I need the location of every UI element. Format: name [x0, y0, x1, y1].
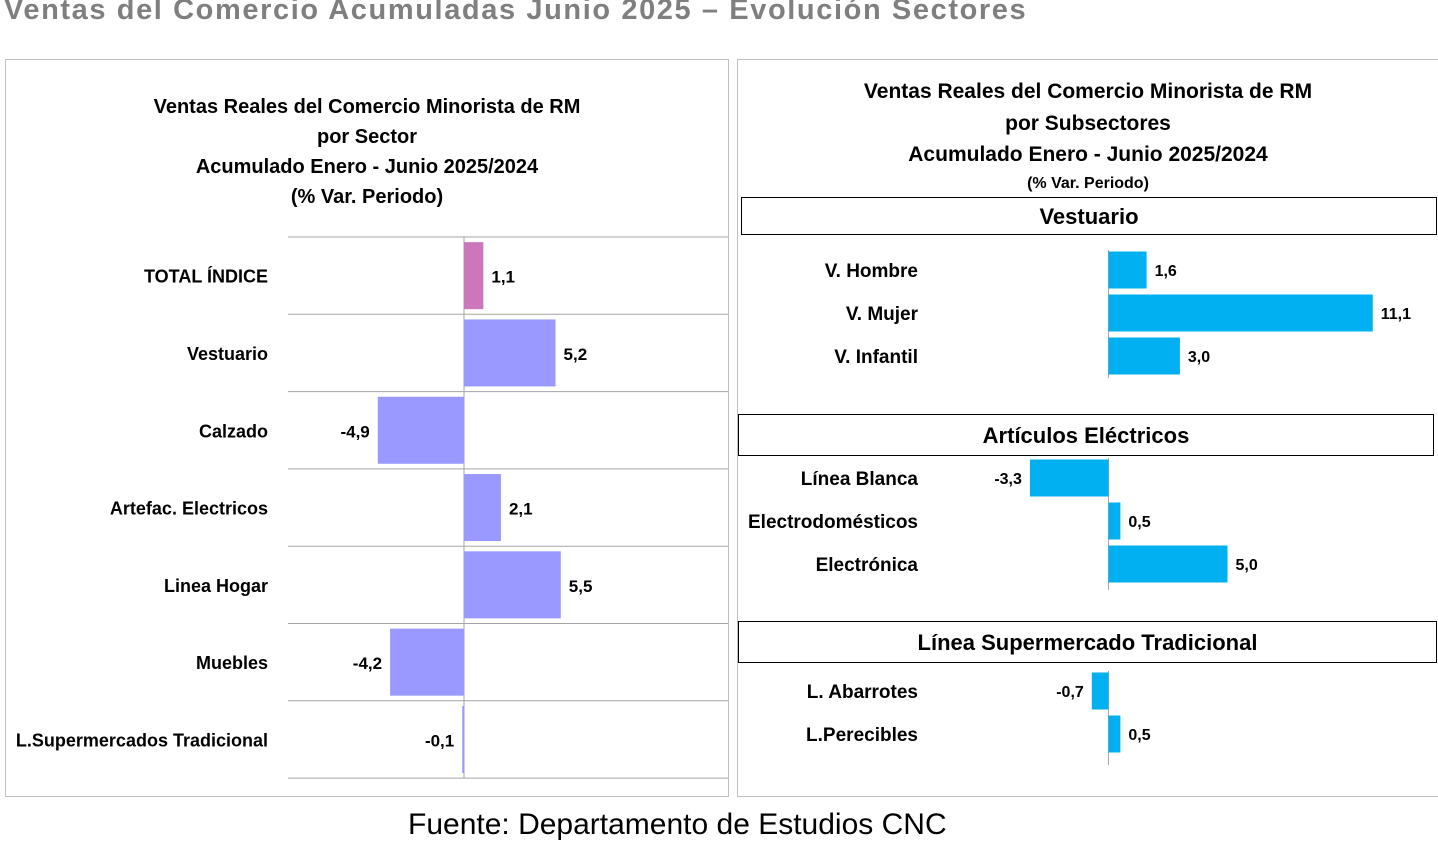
section-header-linea-supermercado: Línea Supermercado Tradicional	[738, 621, 1437, 663]
data-label: -0,7	[1056, 684, 1084, 701]
bar	[390, 628, 464, 696]
bar	[462, 705, 464, 773]
sector-chart-title: Ventas Reales del Comercio Minorista de …	[6, 92, 728, 212]
data-label: -4,2	[353, 654, 382, 673]
source-note: Fuente: Departamento de Estudios CNC	[408, 808, 947, 841]
subsector-chart-panel: Ventas Reales del Comercio Minorista de …	[737, 59, 1438, 797]
bar	[464, 319, 556, 387]
bar	[1108, 294, 1373, 332]
data-label: 5,5	[569, 577, 593, 596]
data-label: 0,5	[1128, 727, 1150, 744]
sector-chart-title-line: (% Var. Periodo)	[290, 186, 444, 208]
data-label: 1,6	[1155, 263, 1177, 280]
data-label: 1,1	[491, 268, 515, 287]
data-label: -4,9	[340, 422, 369, 441]
bar	[464, 242, 484, 310]
category-label: Artefac. Electricos	[110, 499, 268, 519]
data-label: 11,1	[1381, 306, 1411, 323]
category-label: L.Perecibles	[806, 725, 918, 746]
bar	[1108, 337, 1180, 375]
category-label: V. Hombre	[825, 261, 918, 282]
subsector-chart-title-line: por Subsectores	[1005, 111, 1171, 135]
bar	[1108, 502, 1121, 540]
category-label: Calzado	[199, 421, 268, 441]
sector-bar-chart: TOTAL ÍNDICE 1,1 Vestuario 5,2 Calzado -4,9 Ar…	[16, 236, 728, 779]
subsector-chart-title: Ventas Reales del Comercio Minorista de …	[738, 76, 1438, 197]
category-label: V. Mujer	[846, 304, 919, 325]
sector-chart-title-line: Ventas Reales del Comercio Minorista de …	[153, 96, 581, 118]
subsector-chart-title-line: Ventas Reales del Comercio Minorista de …	[863, 80, 1313, 103]
category-label: Línea Blanca	[801, 469, 919, 490]
data-label: 5,0	[1236, 557, 1258, 574]
data-label: -0,1	[425, 731, 454, 750]
bar	[1108, 545, 1228, 583]
category-label: Linea Hogar	[164, 576, 268, 596]
bar	[377, 396, 464, 464]
bar	[1029, 459, 1109, 497]
data-label: 0,5	[1128, 514, 1150, 531]
page-title: Ventas del Comercio Acumuladas Junio 202…	[4, 0, 1028, 26]
sector-chart-title-line: por Sector	[316, 126, 418, 148]
category-label: Electrodomésticos	[748, 512, 918, 533]
data-label: -3,3	[994, 471, 1022, 488]
bar	[1108, 715, 1121, 753]
bar	[464, 474, 501, 542]
bar	[1091, 672, 1109, 710]
category-label: Muebles	[196, 653, 268, 673]
category-label: Electrónica	[816, 555, 919, 576]
category-label: Vestuario	[187, 344, 268, 364]
category-label: L. Abarrotes	[807, 682, 918, 703]
bar	[464, 551, 561, 619]
data-label: 2,1	[509, 500, 533, 519]
section-header-articulos-electricos: Artículos Eléctricos	[738, 414, 1434, 456]
category-label: L.Supermercados Tradicional	[16, 730, 268, 750]
subsector-bar-chart: V. Hombre 1,6 V. Mujer 11,1 V. Infantil 3,0 Lí…	[748, 250, 1411, 765]
sector-chart-title-line: Acumulado Enero - Junio 2025/2024	[195, 156, 539, 178]
category-label: TOTAL ÍNDICE	[144, 266, 268, 287]
bar	[1108, 251, 1147, 289]
data-label: 5,2	[564, 345, 588, 364]
data-label: 3,0	[1188, 349, 1210, 366]
section-header-vestuario: Vestuario	[741, 197, 1437, 235]
category-label: V. Infantil	[834, 347, 918, 368]
sector-chart-panel: Ventas Reales del Comercio Minorista de …	[5, 59, 729, 797]
subsector-chart-title-line: Acumulado Enero - Junio 2025/2024	[908, 143, 1268, 166]
subsector-chart-title-line: (% Var. Periodo)	[1027, 174, 1149, 192]
